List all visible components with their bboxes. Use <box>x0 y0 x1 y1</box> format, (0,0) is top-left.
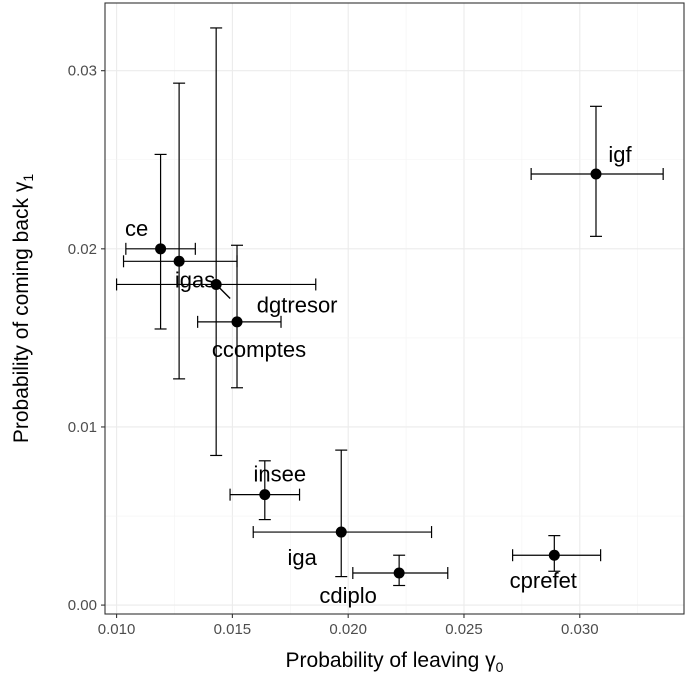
point-label-ce: ce <box>125 216 148 241</box>
x-tick-label: 0.020 <box>329 621 367 638</box>
data-point-cdiplo <box>393 567 405 579</box>
data-point-cprefet <box>548 549 560 561</box>
data-point-dgtresor <box>210 278 222 290</box>
x-axis-title-main: Probability of leaving γ <box>286 649 497 672</box>
data-point-igas <box>173 255 185 267</box>
x-tick-label: 0.015 <box>214 621 252 638</box>
data-point-igf <box>590 168 602 180</box>
point-label-dgtresor: dgtresor <box>257 292 338 317</box>
point-label-igas: igas <box>175 267 215 292</box>
point-label-cprefet: cprefet <box>510 568 577 593</box>
plot-panel-border <box>104 2 685 615</box>
data-point-ce <box>155 243 167 255</box>
point-label-igf: igf <box>608 142 632 167</box>
point-label-cdiplo: cdiplo <box>319 583 376 608</box>
point-label-iga: iga <box>288 545 318 570</box>
y-tick-label: 0.00 <box>68 597 97 614</box>
y-axis-title: Probability of coming back γ1 <box>10 174 36 443</box>
data-point-insee <box>259 489 271 501</box>
y-tick-label: 0.03 <box>68 63 97 80</box>
data-points <box>155 168 602 579</box>
x-axis-ticks: 0.010 0.015 0.020 0.025 0.030 <box>98 614 599 638</box>
x-axis-title-subscript: 0 <box>496 659 504 675</box>
point-label-ccomptes: ccomptes <box>212 337 306 362</box>
point-label-insee: insee <box>254 462 307 487</box>
y-axis-title-subscript: 1 <box>20 174 36 182</box>
y-axis-ticks: 0.00 0.01 0.02 0.03 <box>68 63 105 614</box>
y-tick-label: 0.01 <box>68 419 97 436</box>
y-tick-label: 0.02 <box>68 241 97 258</box>
x-tick-label: 0.010 <box>98 621 136 638</box>
gridlines <box>105 3 684 614</box>
y-axis-title-main: Probability of coming back γ <box>10 181 33 443</box>
data-point-ccomptes <box>231 316 243 328</box>
data-point-iga <box>335 526 347 538</box>
x-axis-title: Probability of leaving γ0 <box>286 649 504 675</box>
x-tick-label: 0.025 <box>445 621 483 638</box>
x-tick-label: 0.030 <box>561 621 599 638</box>
